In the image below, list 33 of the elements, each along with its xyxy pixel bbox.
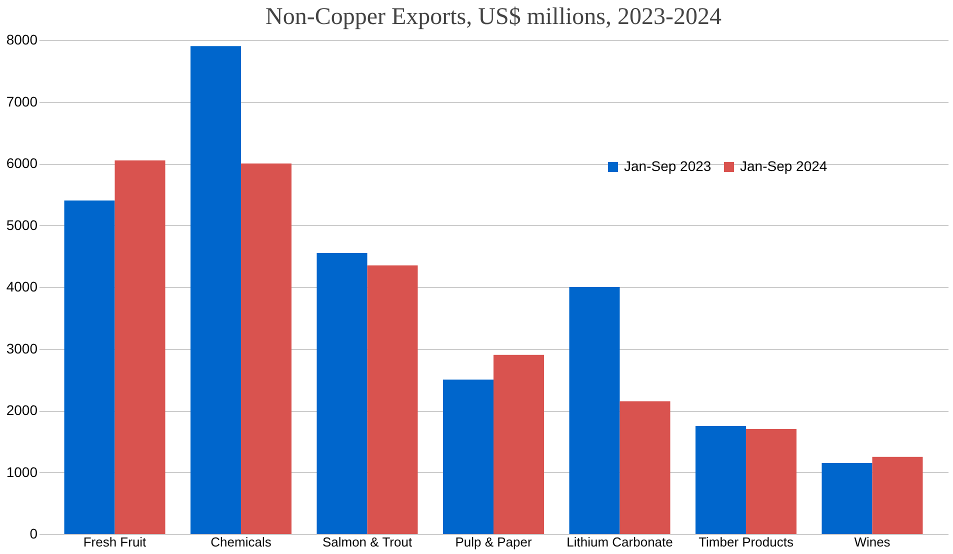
y-tick-label: 4000 <box>6 278 38 294</box>
y-tick-label: 1000 <box>6 464 38 480</box>
bar <box>316 253 368 534</box>
bar <box>443 380 494 534</box>
bar <box>569 287 620 534</box>
y-tick-label: 6000 <box>6 155 38 171</box>
x-tick-label: Wines <box>854 534 891 550</box>
bar <box>696 426 746 534</box>
bar <box>190 46 241 534</box>
bar <box>367 265 418 534</box>
y-tick-label: 3000 <box>6 340 38 356</box>
bar <box>746 429 796 534</box>
chart-title: Non-Copper Exports, US$ millions, 2023-2024 <box>266 4 722 30</box>
bar <box>822 462 872 534</box>
bar <box>494 354 544 534</box>
x-tick-label: Fresh Fruit <box>83 534 147 550</box>
bar <box>64 200 115 534</box>
y-tick-label: 5000 <box>6 216 38 233</box>
x-tick-label: Salmon & Trout <box>322 534 412 550</box>
y-tick-label: 7000 <box>6 93 38 110</box>
x-tick-label: Timber Products <box>698 534 794 550</box>
y-tick-label: 2000 <box>6 402 38 418</box>
bar <box>620 401 670 534</box>
x-tick-label: Chemicals <box>210 534 272 550</box>
bar <box>114 160 166 534</box>
x-tick-label: Lithium Carbonate <box>566 534 673 550</box>
legend-label: Jan-Sep 2024 <box>740 158 828 174</box>
x-tick-label: Pulp & Paper <box>455 534 532 550</box>
legend-label: Jan-Sep 2023 <box>624 158 712 174</box>
y-tick-label: 8000 <box>6 32 38 48</box>
y-tick-label: 0 <box>30 526 38 542</box>
bar <box>241 164 292 534</box>
bar <box>872 456 923 534</box>
